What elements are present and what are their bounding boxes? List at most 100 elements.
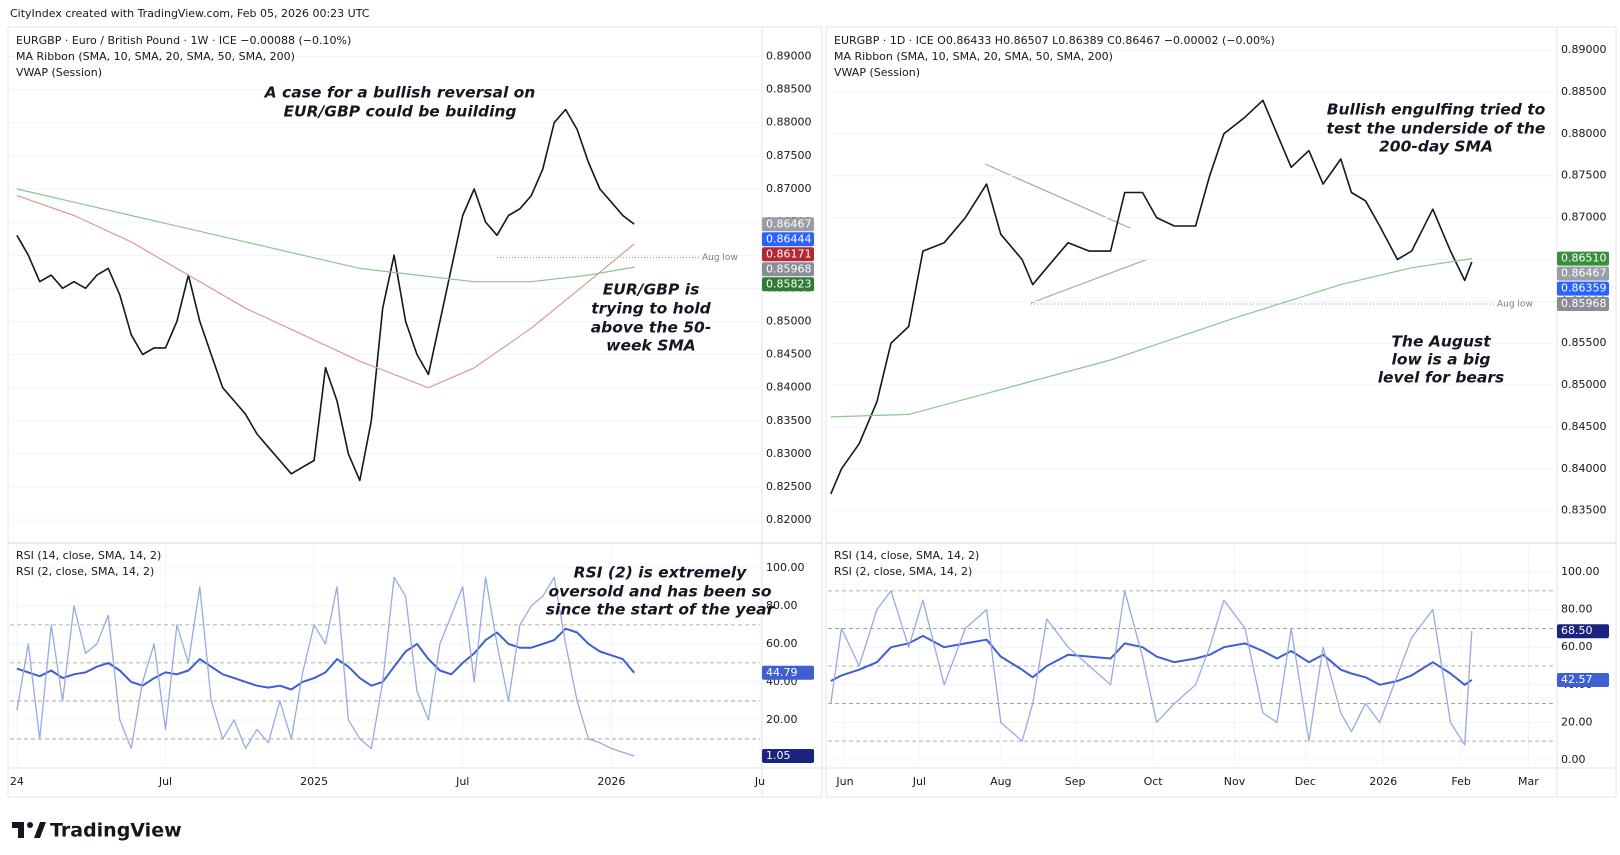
y-tick-label: 0.82000: [766, 513, 812, 526]
legend-text: VWAP (Session): [16, 66, 102, 79]
x-tick-label: Oct: [1144, 775, 1164, 788]
price-marker: [1557, 672, 1609, 687]
annotation: Bullish engulfing tried to: [1327, 101, 1546, 119]
footer-brand: TradingView: [50, 820, 182, 842]
y-tick-label: 0.84500: [766, 348, 812, 361]
price-marker: [762, 247, 814, 262]
price-marker-label: 0.86467: [1561, 267, 1607, 280]
legend-text: EURGBP · Euro / British Pound · 1W · ICE…: [16, 34, 351, 47]
y-tick-label: 0.88500: [766, 83, 812, 96]
price-marker: [762, 665, 814, 680]
price-marker: [762, 217, 814, 232]
header: CityIndex created with TradingView.com, …: [10, 7, 370, 20]
y-tick-label: 0.87500: [766, 149, 812, 162]
legend-text: VWAP (Session): [834, 66, 920, 79]
price-marker: [1557, 297, 1609, 312]
x-tick-label: Sep: [1065, 775, 1086, 788]
y-tick-label: 0.83000: [766, 447, 812, 460]
price-marker-label: 0.86171: [766, 247, 812, 260]
y-tick-label: 0.84000: [1561, 462, 1607, 475]
x-tick-label: Aug: [990, 775, 1011, 788]
price-marker-label: 42.57: [1561, 673, 1593, 686]
y-tick-label: 0.87500: [1561, 169, 1607, 182]
price-marker: [1557, 251, 1609, 266]
annotation: trying to hold: [591, 300, 711, 318]
right-frame: [825, 26, 1617, 798]
annotation: above the 50-: [591, 319, 712, 337]
annotation: level for bears: [1378, 369, 1505, 387]
price-marker-label: 1.05: [766, 749, 791, 762]
price-marker: [1557, 266, 1609, 281]
legend-text: EURGBP · 1D · ICE O0.86433 H0.86507 L0.8…: [834, 34, 1275, 47]
x-tick-label: 2025: [300, 775, 328, 788]
price-marker-label: 68.50: [1561, 624, 1593, 637]
x-tick-label: 24: [10, 775, 24, 788]
y-tick-label: 0.84500: [1561, 420, 1607, 433]
x-tick-label: Feb: [1451, 775, 1470, 788]
trendline: [1030, 258, 1149, 304]
legend-text: RSI (14, close, SMA, 14, 2): [834, 549, 979, 562]
x-tick-label: 2026: [597, 775, 625, 788]
x-tick-label: Jun: [835, 775, 853, 788]
y-tick-label: 0.87000: [766, 182, 812, 195]
legend-text: RSI (2, close, SMA, 14, 2): [16, 565, 154, 578]
price-marker: [762, 277, 814, 292]
legend-text: MA Ribbon (SMA, 10, SMA, 20, SMA, 50, SM…: [834, 50, 1113, 63]
legend-text: RSI (14, close, SMA, 14, 2): [16, 549, 161, 562]
series-line: [16, 108, 635, 482]
price-marker: [762, 262, 814, 277]
series-line: [830, 590, 1473, 746]
annotation: 200-day SMA: [1379, 138, 1493, 156]
price-marker-label: 0.86467: [766, 217, 812, 230]
legend-text: RSI (2, close, SMA, 14, 2): [834, 565, 972, 578]
y-tick-label: 0.85000: [1561, 378, 1607, 391]
y-tick-label: 80.00: [1561, 603, 1593, 616]
y-tick-label: 0.84000: [766, 381, 812, 394]
y-tick-label: 0.89000: [1561, 43, 1607, 56]
price-marker-label: 0.86359: [1561, 282, 1607, 295]
logo: TradingView: [12, 820, 182, 842]
series-line: [830, 258, 1472, 418]
annotation: week SMA: [606, 337, 696, 355]
annotation: EUR/GBP is: [603, 281, 700, 299]
annotation: A case for a bullish reversal on: [264, 84, 536, 102]
x-tick-label: Mar: [1518, 775, 1539, 788]
annotation: EUR/GBP could be building: [283, 103, 516, 121]
annotation: oversold and has been so: [548, 583, 771, 601]
series-line: [830, 99, 1473, 495]
x-tick-label: Jul: [158, 775, 172, 788]
annotation: RSI (2) is extremely: [574, 564, 748, 582]
logo-mark: [27, 822, 33, 828]
plots: 0.82000 0.82500 0.83000 0.83500 0.84000 0.845…: [10, 34, 1609, 788]
y-tick-label: 60.00: [766, 637, 798, 650]
x-tick-label: Ju: [754, 775, 765, 788]
x-tick-label: Jul: [455, 775, 469, 788]
y-tick-label: 20.00: [766, 713, 798, 726]
x-tick-label: 2026: [1369, 775, 1397, 788]
logo-mark: [34, 822, 46, 838]
annotation: test the underside of the: [1327, 120, 1546, 138]
y-tick-label: 0.87000: [1561, 211, 1607, 224]
left-frame: [7, 26, 823, 798]
x-tick-label: Jul: [912, 775, 926, 788]
annotation: low is a big: [1392, 351, 1491, 369]
y-tick-label: 0.88000: [766, 116, 812, 129]
y-tick-label: 80.00: [766, 599, 798, 612]
legend-text: MA Ribbon (SMA, 10, SMA, 20, SMA, 50, SM…: [16, 50, 295, 63]
price-marker: [762, 748, 814, 763]
level-label: Aug low: [1497, 300, 1533, 310]
y-tick-label: 0.85000: [766, 314, 812, 327]
price-marker-label: 0.85968: [1561, 297, 1607, 310]
series-line: [16, 195, 635, 389]
y-tick-label: 0.88500: [1561, 85, 1607, 98]
y-tick-label: 0.85500: [1561, 336, 1607, 349]
logo-mark: [18, 822, 24, 838]
price-marker-label: 44.79: [766, 666, 798, 679]
y-tick-label: 0.89000: [766, 49, 812, 62]
price-marker-label: 0.86510: [1561, 252, 1607, 265]
y-tick-label: 100.00: [766, 561, 805, 574]
price-marker: [1557, 281, 1609, 296]
y-tick-label: 0.82500: [766, 480, 812, 493]
